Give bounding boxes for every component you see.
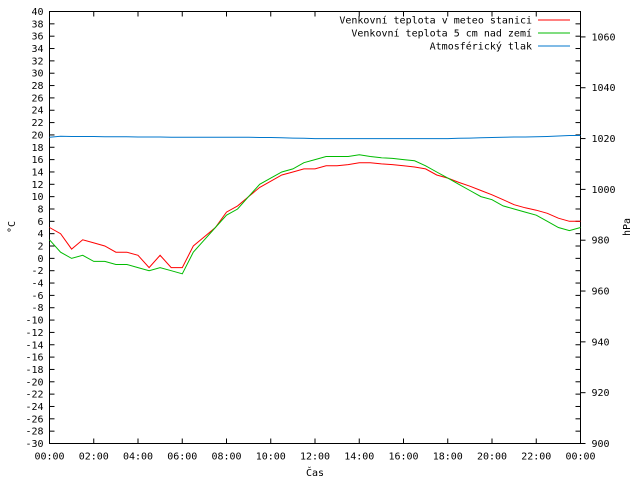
y-tick-label: -10 [25, 316, 43, 327]
y-tick-label: 14 [31, 167, 43, 178]
series-line-3 [49, 135, 581, 140]
y-tick-label: -18 [25, 365, 43, 376]
x-tick-label: 22:00 [521, 452, 551, 463]
y-tick-label: -24 [25, 402, 43, 413]
x-tick-label: 18:00 [433, 452, 463, 463]
y2-tick-label: 1020 [592, 134, 616, 145]
y2-tick-label: 1040 [592, 83, 616, 94]
y-tick-label: -2 [31, 266, 43, 277]
x-tick-label: 10:00 [256, 452, 286, 463]
y-tick-label: 20 [31, 130, 43, 141]
y-tick-label: 38 [31, 19, 43, 30]
y-tick-label: -6 [31, 291, 43, 302]
y-tick-label: 12 [31, 180, 43, 191]
y-tick-label: 36 [31, 32, 43, 43]
y-tick-label: 6 [37, 217, 43, 228]
y2-tick-label: 900 [592, 439, 610, 450]
x-tick-label: 00:00 [34, 452, 64, 463]
y-tick-label: -4 [31, 279, 43, 290]
y-tick-label: 22 [31, 118, 43, 129]
y-tick-label: 30 [31, 69, 43, 80]
y2-tick-label: 1060 [592, 32, 616, 43]
x-tick-label: 20:00 [477, 452, 507, 463]
y2-tick-label: 940 [592, 337, 610, 348]
y-tick-label: 28 [31, 81, 43, 92]
y-tick-label: -20 [25, 377, 43, 388]
y-tick-label: -28 [25, 427, 43, 438]
y-tick-label: -22 [25, 390, 43, 401]
y-tick-label: -8 [31, 303, 43, 314]
series-line-2 [49, 154, 581, 275]
y-tick-label: 26 [31, 93, 43, 104]
y-tick-label: -12 [25, 328, 43, 339]
y-tick-label: 2 [37, 242, 43, 253]
legend-label: Venkovní teplota v meteo stanici [339, 15, 532, 27]
legend: Venkovní teplota v meteo staniciVenkovní… [339, 15, 570, 53]
y-tick-label: -16 [25, 353, 43, 364]
legend-label: Venkovní teplota 5 cm nad zemí [351, 28, 532, 40]
x-axis-label: Čas [306, 466, 324, 479]
y-tick-label: 0 [37, 254, 43, 265]
x-tick-label: 14:00 [344, 452, 374, 463]
x-tick-label: 12:00 [300, 452, 330, 463]
y2-tick-label: 1000 [592, 185, 616, 196]
y-tick-label: 34 [31, 44, 43, 55]
series-line-1 [49, 162, 581, 269]
y2-tick-label: 920 [592, 388, 610, 399]
y-tick-label: -30 [25, 439, 43, 450]
y-tick-label: 8 [37, 204, 43, 215]
y-axis-left: -30-28-26-24-22-20-18-16-14-12-10-8-6-4-… [25, 7, 581, 450]
y-axis-label: °C [7, 221, 18, 233]
x-tick-label: 02:00 [79, 452, 109, 463]
plot-frame [49, 11, 581, 444]
y-tick-label: 10 [31, 192, 43, 203]
series-lines [49, 135, 581, 275]
y-tick-label: 40 [31, 7, 43, 18]
y-tick-label: 24 [31, 106, 43, 117]
y-tick-label: 4 [37, 229, 43, 240]
x-tick-label: 16:00 [388, 452, 418, 463]
y-axis-right: 900 920 940 960 980 1000 1020 1040 1060 [580, 32, 616, 450]
x-tick-label: 06:00 [167, 452, 197, 463]
legend-label: Atmosférický tlak [430, 41, 532, 53]
y-tick-label: -26 [25, 414, 43, 425]
y-tick-label: 16 [31, 155, 43, 166]
y-tick-label: 18 [31, 143, 43, 154]
y2-axis-label: hPa [622, 218, 633, 236]
y-tick-label: -14 [25, 340, 43, 351]
x-tick-label: 04:00 [123, 452, 153, 463]
y2-tick-label: 960 [592, 287, 610, 298]
y2-tick-label: 980 [592, 236, 610, 247]
y-tick-label: 32 [31, 56, 43, 67]
x-tick-label: 00:00 [565, 452, 595, 463]
x-axis: 00:00 02:00 04:00 06:00 08:00 10:00 12:00 14:00… [34, 11, 596, 463]
x-tick-label: 08:00 [211, 452, 241, 463]
